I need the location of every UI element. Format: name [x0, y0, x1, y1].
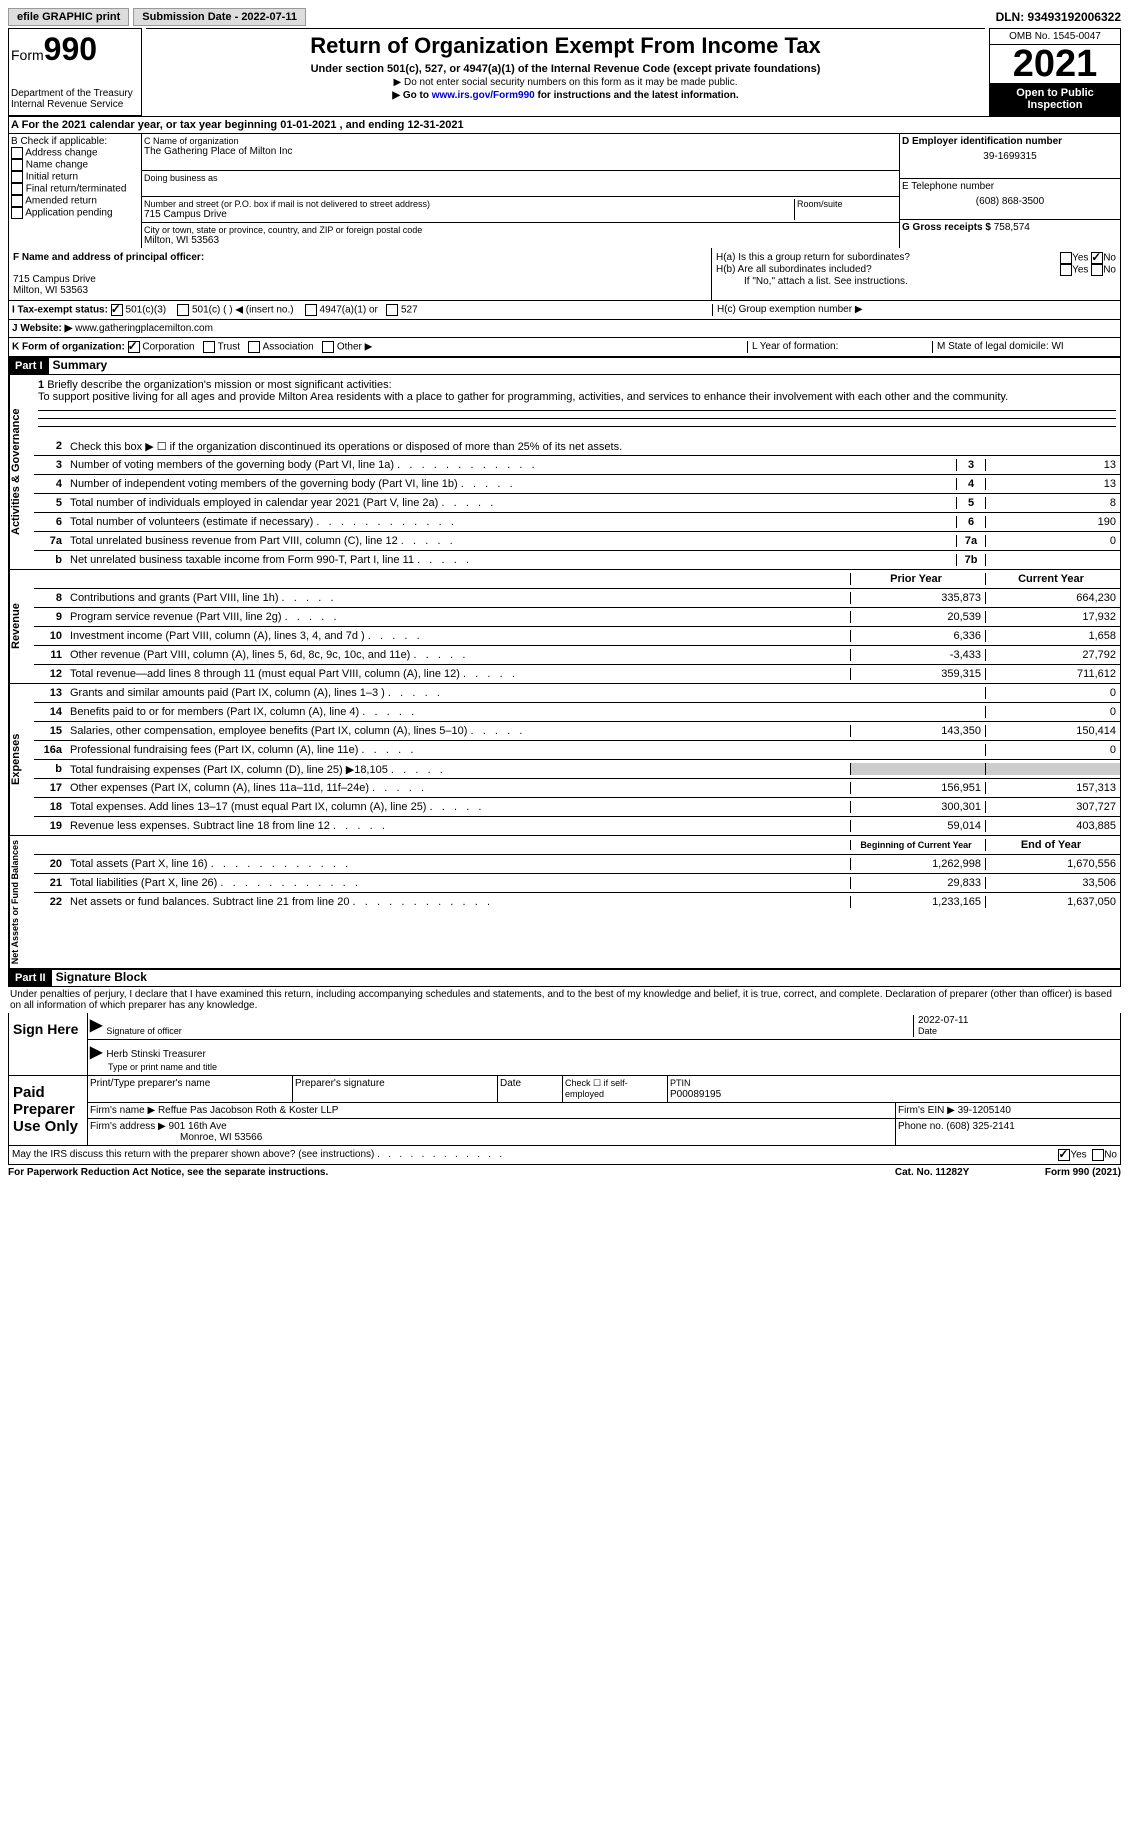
paid-preparer: Paid Preparer Use Only Print/Type prepar… [8, 1076, 1121, 1146]
table-row: bTotal fundraising expenses (Part IX, co… [34, 760, 1120, 779]
form-title: Return of Organization Exempt From Incom… [146, 33, 985, 59]
checkbox-final[interactable] [11, 183, 23, 195]
k-other[interactable] [322, 341, 334, 353]
hb-yes[interactable] [1060, 264, 1072, 276]
i-4947[interactable] [305, 304, 317, 316]
table-row: 9Program service revenue (Part VIII, lin… [34, 608, 1120, 627]
col-d: D Employer identification number39-16993… [899, 134, 1120, 248]
table-row: 22Net assets or fund balances. Subtract … [34, 893, 1120, 911]
row-klm: K Form of organization: Corporation Trus… [8, 338, 1121, 357]
firm-ein: 39-1205140 [958, 1105, 1011, 1116]
tax-year: 2021 [990, 45, 1120, 83]
section-bc: B Check if applicable: Address change Na… [8, 134, 1121, 248]
k-assoc[interactable] [248, 341, 260, 353]
form-subtitle: Under section 501(c), 527, or 4947(a)(1)… [146, 63, 985, 75]
sig-date: 2022-07-11 [918, 1015, 968, 1026]
sign-here: Sign Here ▶Signature of officer2022-07-1… [8, 1013, 1121, 1076]
form-header: Form990 Department of the Treasury Inter… [8, 28, 1121, 116]
website: www.gatheringplacemilton.com [72, 323, 213, 334]
table-row: 10Investment income (Part VIII, column (… [34, 627, 1120, 646]
row-a: A For the 2021 calendar year, or tax yea… [8, 116, 1121, 134]
row-i: I Tax-exempt status: 501(c)(3) 501(c) ( … [8, 301, 1121, 320]
org-name: The Gathering Place of Milton Inc [144, 146, 897, 157]
irs-label: Internal Revenue Service [11, 99, 139, 110]
discuss-yes[interactable] [1058, 1149, 1070, 1161]
officer-addr1: 715 Campus Drive [13, 274, 707, 285]
dept-treasury: Department of the Treasury [11, 88, 139, 99]
ein: 39-1699315 [902, 151, 1118, 162]
part1-header: Part ISummary [8, 357, 1121, 375]
section-fgh: F Name and address of principal officer:… [8, 248, 1121, 301]
submission-button[interactable]: Submission Date - 2022-07-11 [133, 8, 306, 26]
gross-receipts: 758,574 [994, 222, 1030, 233]
table-row: 8Contributions and grants (Part VIII, li… [34, 589, 1120, 608]
mission-text: To support positive living for all ages … [38, 391, 1008, 403]
table-row: 17Other expenses (Part IX, column (A), l… [34, 779, 1120, 798]
table-row: 11Other revenue (Part VIII, column (A), … [34, 646, 1120, 665]
ha-no[interactable] [1091, 252, 1103, 264]
hb-no[interactable] [1091, 264, 1103, 276]
form-number: Form990 [11, 31, 139, 68]
col-c: C Name of organizationThe Gathering Plac… [142, 134, 899, 248]
checkbox-initial[interactable] [11, 171, 23, 183]
may-discuss: May the IRS discuss this return with the… [8, 1146, 1121, 1165]
footer: For Paperwork Reduction Act Notice, see … [8, 1167, 1121, 1178]
table-row: 18Total expenses. Add lines 13–17 (must … [34, 798, 1120, 817]
declaration: Under penalties of perjury, I declare th… [8, 987, 1121, 1013]
table-row: 15Salaries, other compensation, employee… [34, 722, 1120, 741]
table-row: 21Total liabilities (Part X, line 26)29,… [34, 874, 1120, 893]
netassets-section: Net Assets or Fund Balances Beginning of… [8, 836, 1121, 969]
i-501c3[interactable] [111, 304, 123, 316]
table-row: 19Revenue less expenses. Subtract line 1… [34, 817, 1120, 835]
goto-note: ▶ Go to www.irs.gov/Form990 for instruct… [148, 90, 983, 101]
col-b: B Check if applicable: Address change Na… [9, 134, 142, 248]
org-city: Milton, WI 53563 [144, 235, 897, 246]
ptin: P00089195 [670, 1089, 721, 1100]
k-corp[interactable] [128, 341, 140, 353]
checkbox-address[interactable] [11, 147, 23, 159]
table-row: 16aProfessional fundraising fees (Part I… [34, 741, 1120, 760]
revenue-section: Revenue Prior YearCurrent Year 8Contribu… [8, 570, 1121, 684]
table-row: 20Total assets (Part X, line 16)1,262,99… [34, 855, 1120, 874]
efile-button[interactable]: efile GRAPHIC print [8, 8, 129, 26]
public-inspection: Open to Public Inspection [990, 83, 1120, 115]
k-trust[interactable] [203, 341, 215, 353]
table-row: 13Grants and similar amounts paid (Part … [34, 684, 1120, 703]
activities-governance: Activities & Governance 1 Briefly descri… [8, 375, 1121, 570]
table-row: 12Total revenue—add lines 8 through 11 (… [34, 665, 1120, 683]
checkbox-amended[interactable] [11, 195, 23, 207]
firm-name: Reffue Pas Jacobson Roth & Koster LLP [158, 1105, 338, 1116]
dln: DLN: 93493192006322 [996, 10, 1121, 24]
irs-link[interactable]: www.irs.gov/Form990 [432, 90, 535, 101]
checkbox-name[interactable] [11, 159, 23, 171]
firm-phone: (608) 325-2141 [946, 1121, 1014, 1132]
phone: (608) 868-3500 [902, 196, 1118, 207]
top-bar: efile GRAPHIC print Submission Date - 20… [8, 8, 1121, 26]
i-501c[interactable] [177, 304, 189, 316]
checkbox-pending[interactable] [11, 207, 23, 219]
expenses-section: Expenses 13Grants and similar amounts pa… [8, 684, 1121, 836]
ssn-note: ▶ Do not enter social security numbers o… [148, 77, 983, 88]
ha-yes[interactable] [1060, 252, 1072, 264]
row-j: J Website: ▶ www.gatheringplacemilton.co… [8, 320, 1121, 338]
i-527[interactable] [386, 304, 398, 316]
org-address: 715 Campus Drive [144, 209, 794, 220]
officer-name: Herb Stinski Treasurer [106, 1049, 205, 1060]
discuss-no[interactable] [1092, 1149, 1104, 1161]
firm-addr: 901 16th Ave [169, 1121, 227, 1132]
table-row: 14Benefits paid to or for members (Part … [34, 703, 1120, 722]
officer-addr2: Milton, WI 53563 [13, 285, 707, 296]
part2-header: Part IISignature Block [8, 969, 1121, 987]
